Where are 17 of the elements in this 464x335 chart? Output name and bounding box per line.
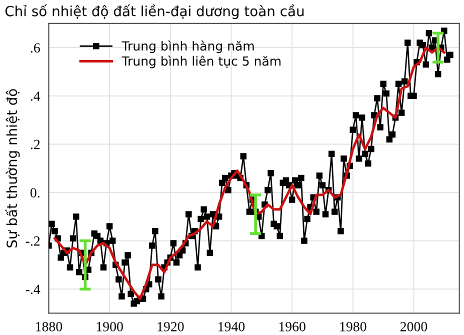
y-tick-label: -.2 [26, 236, 40, 246]
x-tick-label: 1940 [218, 322, 245, 332]
x-tick-label: 2000 [400, 322, 428, 332]
chart-title: Chỉ số nhiệt độ đất liền-đại dương toàn cầu [5, 4, 304, 20]
x-tick-label: 1920 [158, 322, 184, 332]
y-tick-label: -.4 [26, 284, 40, 294]
legend-label: Trung bình hàng năm [122, 40, 254, 54]
x-tick-label: 1900 [96, 322, 123, 332]
y-tick-label: .2 [30, 140, 40, 150]
x-tick-label: 1960 [279, 322, 306, 332]
y-tick-label: .6 [30, 43, 40, 53]
x-tick-label: 1980 [340, 322, 366, 332]
y-tick-label: .4 [30, 92, 40, 101]
y-axis-title: Sự bất thường nhiệt độ [5, 89, 20, 248]
legend-label: Trung bình liên tục 5 năm [122, 56, 280, 68]
y-tick-label: 0. [30, 188, 40, 198]
x-tick-label: 1880 [36, 322, 62, 332]
